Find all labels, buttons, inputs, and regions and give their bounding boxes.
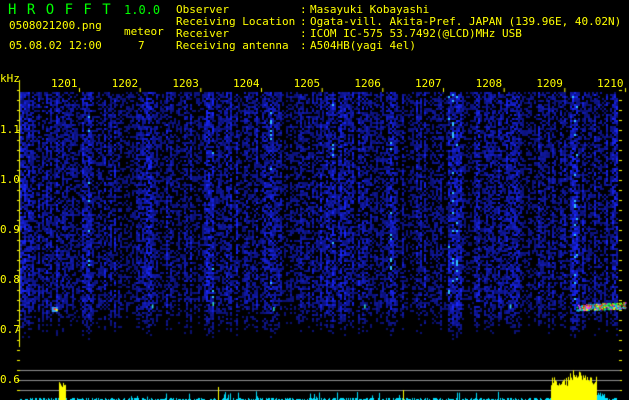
y-tick-label: 0.6: [0, 373, 20, 386]
info-value: A504HB(yagi 4el): [310, 39, 416, 52]
y-tick-label: 1.1: [0, 123, 20, 136]
x-tick-label: 1208: [475, 77, 503, 90]
x-tick-label: 1210: [597, 77, 624, 90]
y-tick-label: 0.8: [0, 273, 20, 286]
x-tick-label: 1201: [51, 77, 78, 90]
info-label: Observer: [176, 3, 229, 16]
info-value: Ogata-vill. Akita-Pref. JAPAN (139.96E, …: [310, 15, 622, 28]
x-tick-label: 1209: [536, 77, 563, 90]
meteor-label: meteor: [124, 25, 164, 38]
x-tick-label: 1205: [293, 77, 321, 90]
info-separator: :: [300, 15, 307, 28]
x-tick-label: 1206: [354, 77, 381, 90]
info-label: Receiver: [176, 27, 229, 40]
x-tick-label: 1202: [111, 77, 139, 90]
app-version: 1.0.0: [124, 3, 161, 17]
info-label: Receiving Location: [176, 15, 296, 28]
y-tick-label: 0.7: [0, 323, 20, 336]
y-axis-label: kHz: [0, 72, 20, 85]
info-separator: :: [300, 27, 307, 40]
y-tick-label: 1.0: [0, 173, 20, 186]
datetime: 05.08.02 12:00: [9, 39, 102, 52]
app-title: H R O F F T: [8, 2, 112, 18]
x-tick-label: 1203: [172, 77, 199, 90]
meteor-count: 7: [138, 39, 145, 52]
info-separator: :: [300, 39, 307, 52]
info-value: ICOM IC-575 53.7492(@LCD)MHz USB: [310, 27, 522, 40]
x-tick-label: 1207: [415, 77, 442, 90]
info-value: Masayuki Kobayashi: [310, 3, 430, 16]
x-tick-label: 1204: [233, 77, 260, 90]
info-separator: :: [300, 3, 307, 16]
filename: 0508021200.png: [9, 19, 102, 32]
info-label: Receiving antenna: [176, 39, 289, 52]
y-tick-label: 0.9: [0, 223, 20, 236]
